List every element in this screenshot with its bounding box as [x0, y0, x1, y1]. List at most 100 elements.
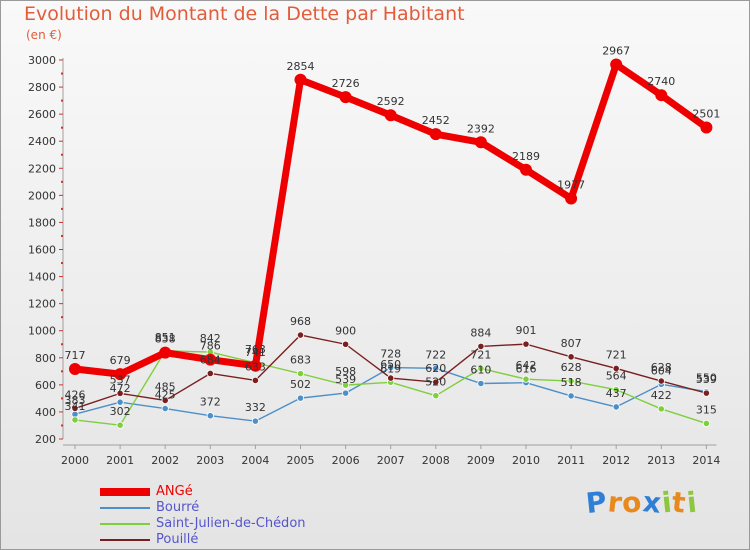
y-minor-tick: [61, 397, 63, 400]
y-tick-label: 800: [35, 352, 56, 365]
y-tick-label: 200: [35, 433, 56, 446]
data-point: [71, 404, 79, 413]
data-label: 628: [561, 361, 582, 374]
y-minor-tick: [61, 262, 63, 265]
y-minor-tick: [61, 370, 63, 373]
data-label: 315: [696, 403, 717, 416]
data-point: [522, 375, 530, 383]
x-tick-label: 2012: [602, 454, 630, 467]
data-point: [296, 394, 305, 402]
data-label: 332: [245, 401, 266, 414]
data-label: 884: [470, 326, 491, 339]
y-tick-label: 1200: [28, 298, 56, 311]
y-minor-tick: [61, 234, 63, 237]
data-label: 539: [335, 373, 356, 386]
data-label: 901: [516, 324, 537, 337]
legend-swatch: [100, 488, 150, 496]
data-label: 2740: [647, 75, 675, 88]
chart-subtitle: (en €): [26, 28, 62, 42]
logo-letter: i: [684, 485, 699, 520]
y-tick-label: 2600: [28, 108, 56, 121]
data-label: 851: [155, 331, 176, 344]
data-label: 539: [696, 373, 717, 386]
y-tick-label: 400: [35, 406, 56, 419]
y-tick-label: 1600: [28, 244, 56, 257]
data-point: [251, 417, 259, 425]
legend-label: Saint-Julien-de-Chédon: [156, 516, 306, 531]
data-point: [294, 73, 307, 86]
y-minor-tick: [61, 153, 63, 156]
x-tick-label: 2007: [377, 454, 405, 467]
x-tick-label: 2010: [512, 454, 540, 467]
data-point: [477, 342, 485, 351]
data-point: [114, 368, 127, 381]
y-minor-tick: [61, 126, 63, 129]
data-point: [116, 389, 124, 397]
data-point: [69, 363, 81, 376]
data-label: 2452: [422, 114, 450, 127]
y-tick-label: 2800: [28, 81, 56, 94]
x-tick-label: 2000: [61, 454, 89, 467]
legend-label: Bourré: [156, 500, 200, 515]
data-label: 741: [245, 346, 266, 359]
data-point: [567, 377, 575, 385]
data-label: 422: [651, 389, 672, 402]
y-tick-label: 600: [35, 379, 56, 392]
chart-legend: ANGé Bourré Saint-Julien-de-Chédon Pouillé: [100, 485, 306, 549]
data-label: 838: [155, 333, 176, 346]
data-label: 485: [155, 380, 176, 393]
legend-item: Bourré: [100, 501, 306, 515]
data-label: 616: [516, 363, 537, 376]
y-minor-tick: [61, 72, 63, 75]
data-point: [384, 109, 397, 122]
data-point: [159, 346, 172, 359]
data-label: 302: [110, 405, 131, 418]
proxiti-logo: Proxiti: [584, 485, 699, 520]
data-point: [71, 416, 79, 424]
data-label: 642: [516, 359, 537, 372]
data-point: [296, 370, 305, 378]
data-label: 968: [290, 315, 311, 328]
data-label: 341: [65, 400, 86, 413]
data-point: [522, 340, 530, 348]
data-point: [387, 374, 395, 382]
x-tick-label: 2013: [647, 454, 675, 467]
x-tick-label: 2004: [241, 454, 269, 467]
data-label: 650: [380, 358, 401, 371]
legend-item: ANGé: [100, 485, 306, 499]
y-tick-label: 3000: [28, 54, 56, 67]
x-tick-label: 2008: [422, 454, 450, 467]
data-point: [657, 377, 665, 385]
data-point: [116, 398, 124, 406]
data-point: [432, 378, 440, 386]
data-point: [341, 381, 350, 389]
legend-label: ANGé: [156, 484, 193, 499]
chart-title: Evolution du Montant de la Dette par Hab…: [24, 3, 465, 25]
data-point: [657, 405, 665, 413]
data-label: 537: [110, 373, 131, 386]
y-minor-tick: [61, 316, 63, 319]
data-point: [432, 364, 440, 372]
legend-swatch: [100, 523, 150, 525]
data-point: [477, 364, 485, 373]
y-minor-tick: [61, 289, 63, 292]
data-point: [161, 404, 169, 413]
y-tick-label: 2000: [28, 189, 56, 202]
data-label: 425: [155, 389, 176, 402]
legend-swatch: [100, 539, 150, 541]
data-label: 633: [245, 360, 266, 373]
data-point: [567, 353, 575, 361]
data-label: 437: [606, 387, 627, 400]
x-tick-label: 2001: [106, 454, 134, 467]
data-point: [702, 419, 711, 428]
data-point: [341, 340, 350, 348]
data-label: 550: [696, 372, 717, 385]
y-tick-label: 2400: [28, 135, 56, 148]
data-label: 2854: [287, 60, 315, 73]
data-point: [702, 389, 711, 397]
data-point: [387, 363, 395, 372]
legend-label: Pouillé: [156, 532, 199, 547]
data-point: [432, 392, 440, 400]
data-point: [610, 58, 623, 71]
